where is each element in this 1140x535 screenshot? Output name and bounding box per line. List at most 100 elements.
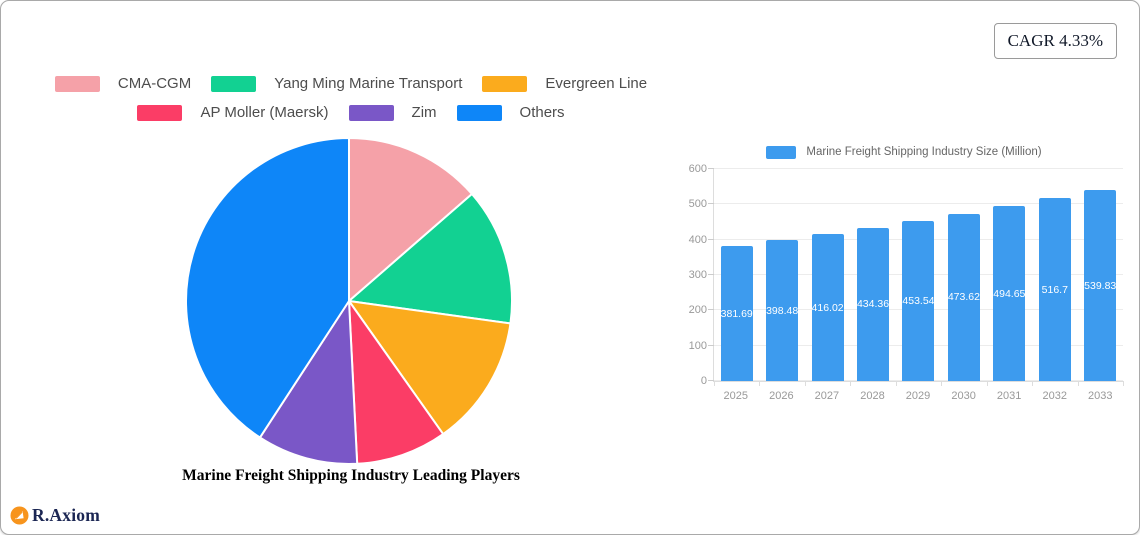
- pie-slice-zim[interactable]: [258, 300, 359, 465]
- bar-value-label: 398.48: [766, 304, 799, 317]
- bar-slot: 539.83: [1078, 169, 1123, 381]
- x-tick-label: 2027: [814, 390, 840, 402]
- y-axis-tick: [708, 380, 714, 381]
- y-axis-tick: [708, 274, 714, 275]
- bar-value-label: 381.69: [720, 307, 753, 320]
- legend-item-evergreen-line[interactable]: Evergreen Line: [482, 75, 647, 92]
- bar-slot: 453.54: [896, 169, 941, 381]
- bar-y-axis: 0 100 200 300 400 500 600: [685, 163, 713, 387]
- x-tick-label: 2025: [723, 390, 749, 402]
- bar-2027[interactable]: 416.02: [812, 234, 844, 381]
- bars: 381.69 398.48 416.02 434.36 453.54 473.62 494.…: [714, 169, 1123, 381]
- legend-item-others[interactable]: Others: [456, 104, 565, 121]
- legend-label: Zim: [411, 104, 437, 121]
- bar-legend-label: Marine Freight Shipping Industry Size (M…: [806, 146, 1042, 158]
- x-tick-label: 2033: [1088, 390, 1113, 402]
- x-axis-tick: [895, 381, 897, 386]
- pie-chart-title: Marine Freight Shipping Industry Leading…: [182, 467, 520, 484]
- bar-value-label: 516.7: [1041, 283, 1068, 296]
- gridline: [714, 168, 1123, 169]
- y-tick-label: 500: [688, 198, 707, 211]
- x-tick-label: 2030: [951, 390, 976, 402]
- brand-logo[interactable]: R.Axiom: [10, 505, 100, 526]
- bar-2026[interactable]: 398.48: [766, 240, 798, 381]
- bar-value-label: 416.02: [811, 301, 844, 314]
- bar-legend[interactable]: Marine Freight Shipping Industry Size (M…: [685, 145, 1123, 159]
- pie-svg: [185, 137, 513, 465]
- cagr-badge: CAGR 4.33%: [993, 23, 1117, 59]
- x-tick-label: 2029: [905, 390, 931, 402]
- legend-label: Evergreen Line: [545, 75, 648, 92]
- gridline: [714, 203, 1123, 205]
- x-axis-tick: [986, 381, 988, 386]
- bar-value-label: 453.54: [902, 294, 935, 307]
- bar-slot: 516.7: [1032, 169, 1077, 381]
- bar-2030[interactable]: 473.62: [947, 213, 980, 381]
- pie-chart: [179, 131, 519, 471]
- legend-label: Others: [519, 104, 565, 121]
- x-axis-tick: [804, 381, 806, 386]
- pie-slice-others[interactable]: [185, 137, 350, 439]
- bar-value-label: 434.36: [856, 298, 890, 311]
- x-axis-tick: [1032, 381, 1034, 386]
- legend-swatch-cma-cgm: [54, 75, 100, 92]
- bar-slot: 416.02: [805, 169, 850, 381]
- y-axis-tick: [708, 238, 714, 240]
- bar-slot: 473.62: [941, 169, 986, 381]
- x-axis-tick: [1123, 381, 1124, 386]
- pie-slice-ap-moller-maersk[interactable]: [348, 300, 445, 465]
- pie-slice-yang-ming-marine-transport[interactable]: [348, 192, 513, 325]
- y-tick-label: 300: [688, 269, 707, 281]
- x-tick-label: 2028: [860, 390, 885, 402]
- y-axis-tick: [708, 203, 714, 205]
- bar-plot: 381.69 398.48 416.02 434.36 453.54 473.62 494.…: [708, 168, 1124, 386]
- bar-value-label: 539.83: [1084, 279, 1117, 292]
- y-tick-label: 0: [700, 375, 707, 387]
- x-tick-label: 2026: [769, 390, 794, 402]
- bar-value-label: 473.62: [947, 291, 980, 304]
- bar-slot: 381.69: [714, 169, 759, 381]
- bar-2029[interactable]: 453.54: [902, 220, 935, 381]
- x-axis-tick: [941, 381, 943, 386]
- pie-slice-cma-cgm[interactable]: [348, 137, 473, 302]
- bar-slot: 434.36: [850, 169, 895, 381]
- bar-2032[interactable]: 516.7: [1038, 198, 1071, 381]
- pie-legend-row: CMA-CGM Yang Ming Marine Transport Evergre…: [1, 75, 701, 92]
- bar-chart: Marine Freight Shipping Industry Size (M…: [685, 145, 1124, 402]
- x-tick-label: 2031: [996, 390, 1022, 402]
- bar-2028[interactable]: 434.36: [856, 227, 890, 381]
- legend-swatch-evergreen-line: [482, 75, 528, 92]
- legend-swatch-others: [456, 104, 502, 121]
- x-tick-label: 2032: [1042, 390, 1067, 402]
- pie-slice-evergreen-line[interactable]: [348, 300, 512, 436]
- bar-plot-row: 0 100 200 300 400 500 600 381.69 398.48 416.02 43…: [685, 163, 1124, 387]
- x-axis-tick: [759, 381, 761, 386]
- bar-legend-swatch: [766, 145, 797, 159]
- legend-swatch-ap-moller-maersk: [137, 104, 183, 121]
- legend-item-cma-cgm[interactable]: CMA-CGM: [54, 75, 192, 92]
- legend-label: CMA-CGM: [117, 75, 192, 92]
- x-axis-tick: [850, 381, 852, 386]
- bar-2025[interactable]: 381.69: [721, 246, 753, 381]
- legend-label: AP Moller (Maersk): [200, 104, 329, 121]
- x-labels: 2025 2026 2027 2028 2029 2030 2031 2032 2033: [713, 390, 1123, 402]
- brand-logo-icon: [10, 506, 29, 525]
- legend-item-zim[interactable]: Zim: [348, 104, 437, 121]
- x-axis-tick: [1077, 381, 1079, 386]
- y-tick-label: 200: [688, 304, 707, 317]
- bar-slot: 494.65: [987, 169, 1032, 381]
- legend-item-ap-moller-maersk[interactable]: AP Moller (Maersk): [137, 104, 329, 121]
- bar-value-label: 494.65: [993, 287, 1026, 300]
- bar-2031[interactable]: 494.65: [993, 206, 1025, 381]
- y-tick-label: 600: [688, 163, 707, 175]
- legend-label: Yang Ming Marine Transport: [274, 75, 463, 92]
- y-axis-tick: [708, 168, 714, 169]
- y-tick-label: 100: [688, 339, 707, 352]
- bar-2033[interactable]: 539.83: [1084, 190, 1116, 381]
- pie-legend-row: AP Moller (Maersk) Zim Others: [1, 104, 701, 121]
- legend-swatch-zim: [348, 104, 394, 121]
- y-axis-tick: [708, 344, 714, 346]
- y-axis-tick: [708, 309, 714, 311]
- legend-item-yang-ming-marine-transport[interactable]: Yang Ming Marine Transport: [211, 75, 462, 92]
